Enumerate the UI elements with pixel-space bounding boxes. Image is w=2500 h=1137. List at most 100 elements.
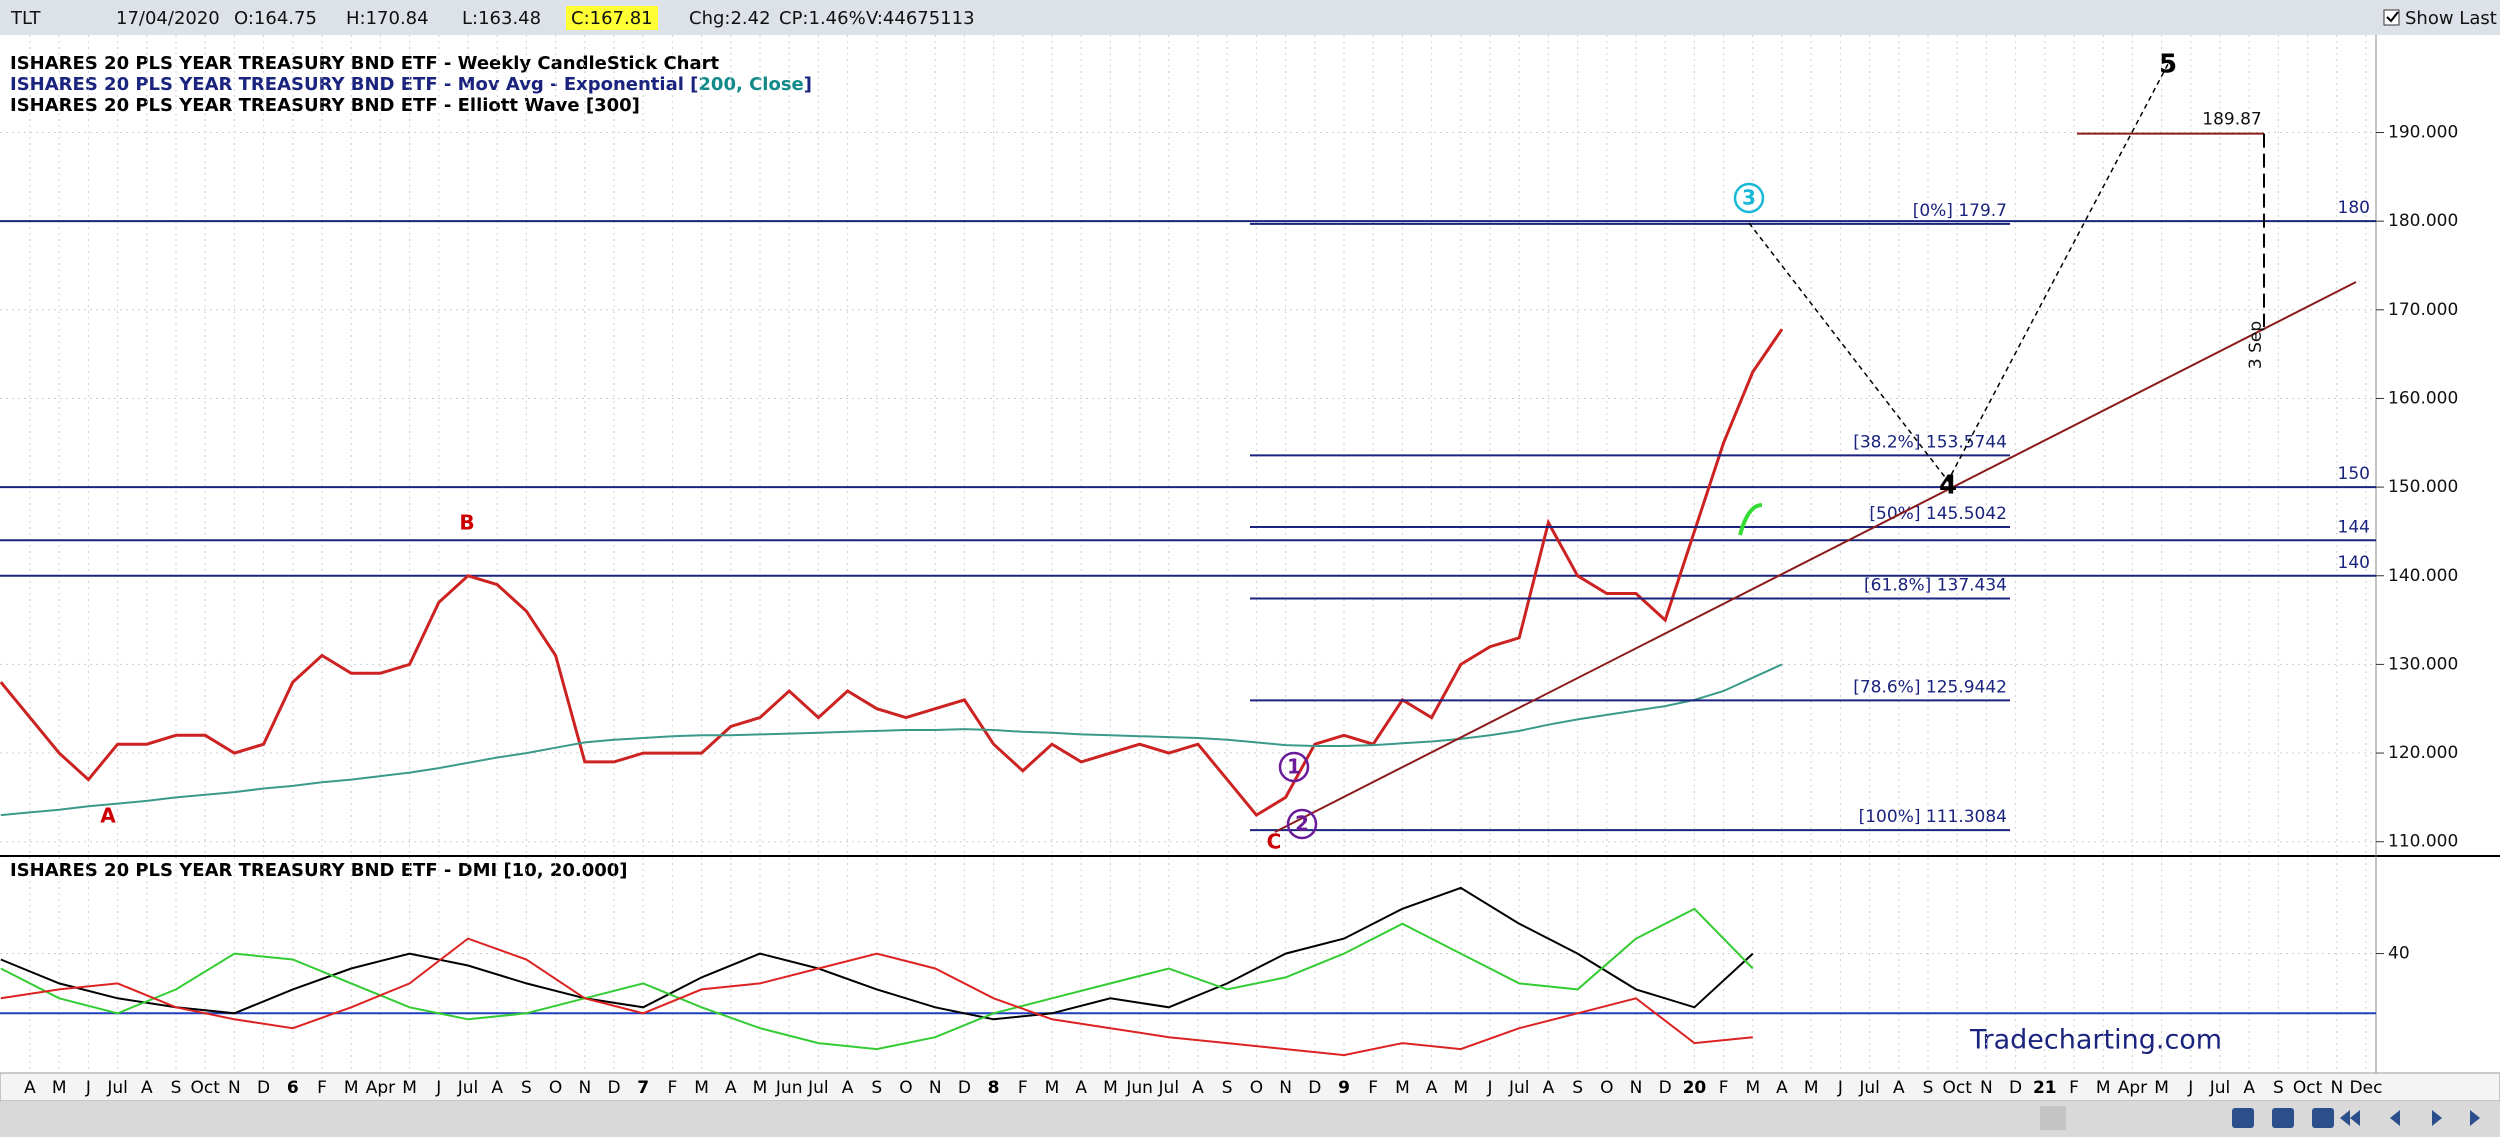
y-tick-label: 140.000: [2388, 566, 2458, 586]
x-tick-label: A: [1893, 1078, 1905, 1098]
series-line: [0, 937, 1753, 1057]
series-line: [0, 328, 1784, 818]
x-tick-label: Jul: [2209, 1078, 2231, 1098]
x-tick-label: F: [1719, 1078, 1729, 1098]
scrollbar[interactable]: [0, 1101, 2500, 1137]
next-button[interactable]: [2432, 1110, 2442, 1126]
show-last-label[interactable]: Show Last: [2405, 8, 2497, 29]
toolbar: [0, 0, 2500, 35]
x-tick-label: N: [1980, 1078, 1993, 1098]
x-tick-label: A: [1776, 1078, 1788, 1098]
wave-label: 3: [1742, 186, 1756, 210]
x-tick-label: A: [1192, 1078, 1204, 1098]
x-tick-label: N: [1279, 1078, 1292, 1098]
x-tick-label: A: [141, 1078, 153, 1098]
watermark: Tradecharting.com: [1969, 1025, 2222, 1056]
y-tick-label: 190.000: [2388, 123, 2458, 143]
high: H:170.84: [346, 8, 429, 29]
y-tick-label: 40: [2388, 944, 2410, 964]
x-tick-label: A: [491, 1078, 503, 1098]
wave-circle: [1286, 808, 1318, 840]
legend-ema-close: ]: [804, 74, 812, 95]
change-pct: CP:1.46%: [779, 8, 866, 29]
target-label: 189.87: [2202, 110, 2261, 130]
low: L:163.48: [462, 8, 541, 29]
x-tick-label: F: [668, 1078, 678, 1098]
x-tick-label: O: [899, 1078, 912, 1098]
wave-label: 5: [2159, 50, 2177, 80]
change: Chg:2.42: [689, 8, 771, 29]
projection: [1748, 63, 2169, 483]
x-tick-label: O: [549, 1078, 562, 1098]
first-button[interactable]: [2340, 1110, 2360, 1126]
x-tick-label: Jul: [1858, 1078, 1880, 1098]
x-tick-label: J: [2187, 1078, 2193, 1098]
x-tick-label: Jun: [1125, 1078, 1153, 1098]
x-tick-label: N: [2330, 1078, 2343, 1098]
wave-circle: [1278, 751, 1310, 783]
zoom-button[interactable]: [2232, 1108, 2254, 1128]
zoom-button[interactable]: [2312, 1108, 2334, 1128]
nav-buttons: [2232, 1108, 2480, 1128]
x-tick-label: D: [2009, 1078, 2022, 1098]
wave-label: 1: [1287, 755, 1301, 779]
x-tick-label: Oct: [2293, 1078, 2323, 1098]
x-tick-label: S: [171, 1078, 182, 1098]
x-tick-label: M: [1804, 1078, 1819, 1098]
x-tick-label: D: [607, 1078, 620, 1098]
x-tick-label: D: [958, 1078, 971, 1098]
last-button[interactable]: [2470, 1110, 2480, 1126]
x-tick-label: 9: [1338, 1078, 1350, 1098]
x-tick-label: A: [842, 1078, 854, 1098]
y-tick-label: 180.000: [2388, 211, 2458, 231]
x-tick-label: A: [1543, 1078, 1555, 1098]
x-tick-label: S: [1222, 1078, 1233, 1098]
y-tick-label: 150.000: [2388, 477, 2458, 497]
trend-line: [1274, 281, 2357, 833]
x-tick-label: A: [24, 1078, 36, 1098]
x-tick-label: J: [1837, 1078, 1843, 1098]
x-tick-label: N: [929, 1078, 942, 1098]
x-tick-label: N: [578, 1078, 591, 1098]
x-tick-label: Jul: [106, 1078, 128, 1098]
legend-candles: ISHARES 20 PLS YEAR TREASURY BND ETF - W…: [10, 53, 720, 74]
x-tick-label: S: [871, 1078, 882, 1098]
x-tick-label: 20: [1683, 1078, 1707, 1098]
x-tick-label: Apr: [2118, 1078, 2147, 1098]
scroll-thumb[interactable]: [2040, 1106, 2066, 1130]
x-tick-label: O: [1250, 1078, 1263, 1098]
x-tick-label: A: [2243, 1078, 2255, 1098]
x-tick-label: D: [1308, 1078, 1321, 1098]
close: C:167.81: [571, 8, 653, 29]
fib-label: [78.6%] 125.9442: [1853, 677, 2007, 697]
series-line: [0, 886, 1754, 1021]
x-tick-label: A: [1075, 1078, 1087, 1098]
wave-4-curve: [1738, 503, 1763, 536]
legend-ema: ISHARES 20 PLS YEAR TREASURY BND ETF - M…: [10, 74, 812, 95]
zoom-button[interactable]: [2272, 1108, 2294, 1128]
x-axis-band: [0, 1072, 2500, 1102]
show-last-checkbox[interactable]: [2383, 9, 2400, 26]
fib-label: [38.2%] 153.5744: [1853, 432, 2007, 452]
level-label: 150: [2338, 464, 2370, 484]
level-label: 140: [2338, 553, 2370, 573]
x-tick-label: N: [1630, 1078, 1643, 1098]
prev-button[interactable]: [2390, 1110, 2400, 1126]
x-tick-label: S: [1572, 1078, 1583, 1098]
x-tick-label: N: [228, 1078, 241, 1098]
x-tick-label: J: [85, 1078, 91, 1098]
wave-label: B: [459, 511, 474, 535]
x-tick-label: 8: [988, 1078, 1000, 1098]
target-date: 3 Sep: [2246, 321, 2266, 369]
wave-circle: [1733, 182, 1765, 214]
x-tick-label: Dec: [2350, 1078, 2383, 1098]
y-tick-label: 110.000: [2388, 832, 2458, 852]
fib-label: [0%] 179.7: [1913, 201, 2007, 221]
x-tick-label: M: [1745, 1078, 1760, 1098]
x-tick-label: M: [694, 1078, 709, 1098]
close-highlight: [566, 6, 658, 30]
x-tick-label: M: [52, 1078, 67, 1098]
series-line: [0, 663, 1783, 817]
wave-label: 2: [1295, 812, 1309, 836]
